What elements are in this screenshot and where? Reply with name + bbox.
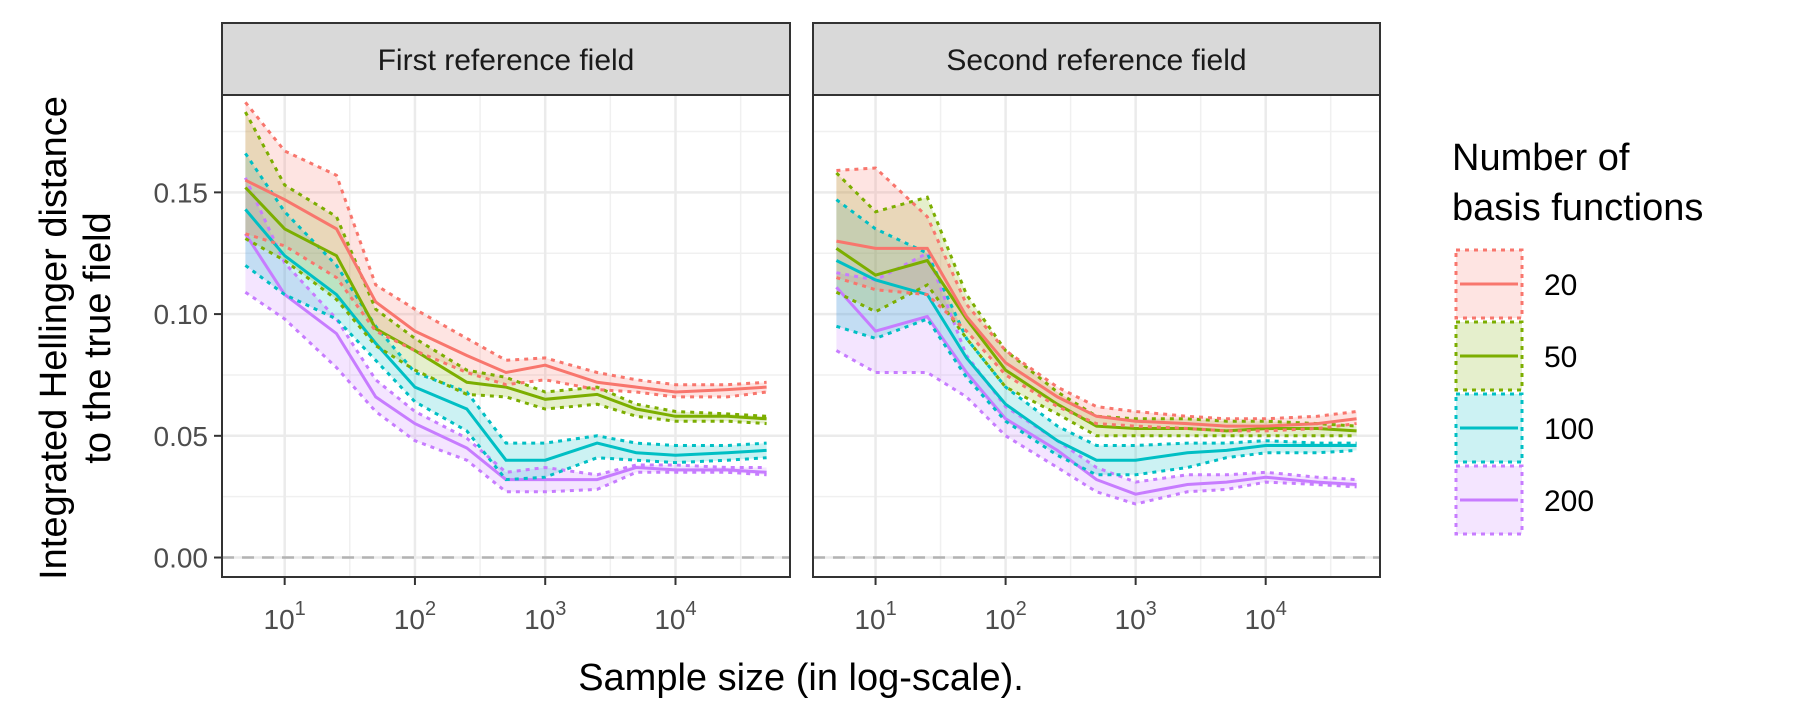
strip-title-left: First reference field [378,44,635,77]
legend: Number of basis functions 20 50 100 200 [1452,137,1703,536]
x-tick-label: 104 [1245,598,1287,635]
legend-item-20: 20 [1454,248,1577,320]
y-tick-label: 0.10 [154,299,209,330]
upper-bound-100 [244,152,767,447]
line-200 [835,286,1357,496]
x-axis-title: Sample size (in log-scale). [578,657,1024,699]
ribbon-100 [245,153,767,480]
x-tick-label: 102 [394,598,436,635]
panel-border [221,94,791,578]
lower-bound-20 [244,232,767,399]
lower-bound-200 [244,290,767,494]
legend-title-line-1: Number of [1452,137,1630,179]
strip-right [812,22,1381,96]
line-50 [835,247,1357,433]
series-group [835,166,1357,506]
legend-title-line-2: basis functions [1452,187,1703,229]
legend-keys: 20 50 100 200 [1454,248,1594,536]
x-axis-right: 101 102 103 104 [854,577,1287,635]
upper-bound-20 [836,166,1357,421]
y-axis-title-line-1: Integrated Hellinger distance [33,96,75,580]
lower-bound-200 [835,349,1357,506]
ribbon-20 [245,102,767,397]
series-group [244,101,767,494]
x-axis-left: 101 102 103 104 [264,577,697,635]
upper-bound-200 [836,251,1357,484]
ribbon-50 [245,112,767,424]
plot-area-left [221,94,791,578]
line-50 [244,186,767,421]
legend-label-50: 50 [1544,341,1577,374]
lower-bound-20 [835,276,1357,433]
y-axis-title-line-2: to the true field [77,212,119,463]
legend-item-200: 200 [1454,464,1594,536]
lower-bound-50 [244,237,767,426]
upper-bound-50 [244,111,767,418]
y-tick-label: 0.00 [154,543,209,574]
strip-left [221,22,791,96]
x-tick-label: 101 [854,598,896,635]
legend-label-20: 20 [1544,269,1577,302]
y-axis-title: Integrated Hellinger distance to the tru… [33,96,119,580]
ribbon-20 [836,168,1357,431]
panel-border [812,94,1381,578]
legend-item-100: 100 [1454,392,1594,464]
lower-bound-100 [244,264,767,482]
y-axis: 0.00 0.05 0.10 0.15 [154,177,222,574]
panel-left: First reference field [221,22,791,578]
upper-bound-20 [244,101,767,387]
y-tick-label: 0.05 [154,421,209,452]
line-20 [836,239,1357,428]
x-tick-label: 102 [984,598,1026,635]
strip-title-right: Second reference field [946,44,1246,77]
legend-label-200: 200 [1544,485,1594,518]
panel-right: Second reference field [812,22,1381,578]
upper-bound-50 [835,171,1357,428]
x-tick-label: 101 [264,598,306,635]
y-tick-label: 0.15 [154,177,209,208]
x-tick-label: 104 [654,598,696,635]
legend-label-100: 100 [1544,413,1594,446]
lower-bound-50 [835,282,1357,438]
ribbon-200 [836,253,1357,504]
upper-bound-100 [835,198,1357,447]
line-100 [244,208,767,462]
line-20 [244,178,767,394]
plot-area-right [812,94,1381,578]
x-tick-label: 103 [524,598,566,635]
x-tick-label: 103 [1115,598,1157,635]
legend-item-50: 50 [1454,320,1577,392]
